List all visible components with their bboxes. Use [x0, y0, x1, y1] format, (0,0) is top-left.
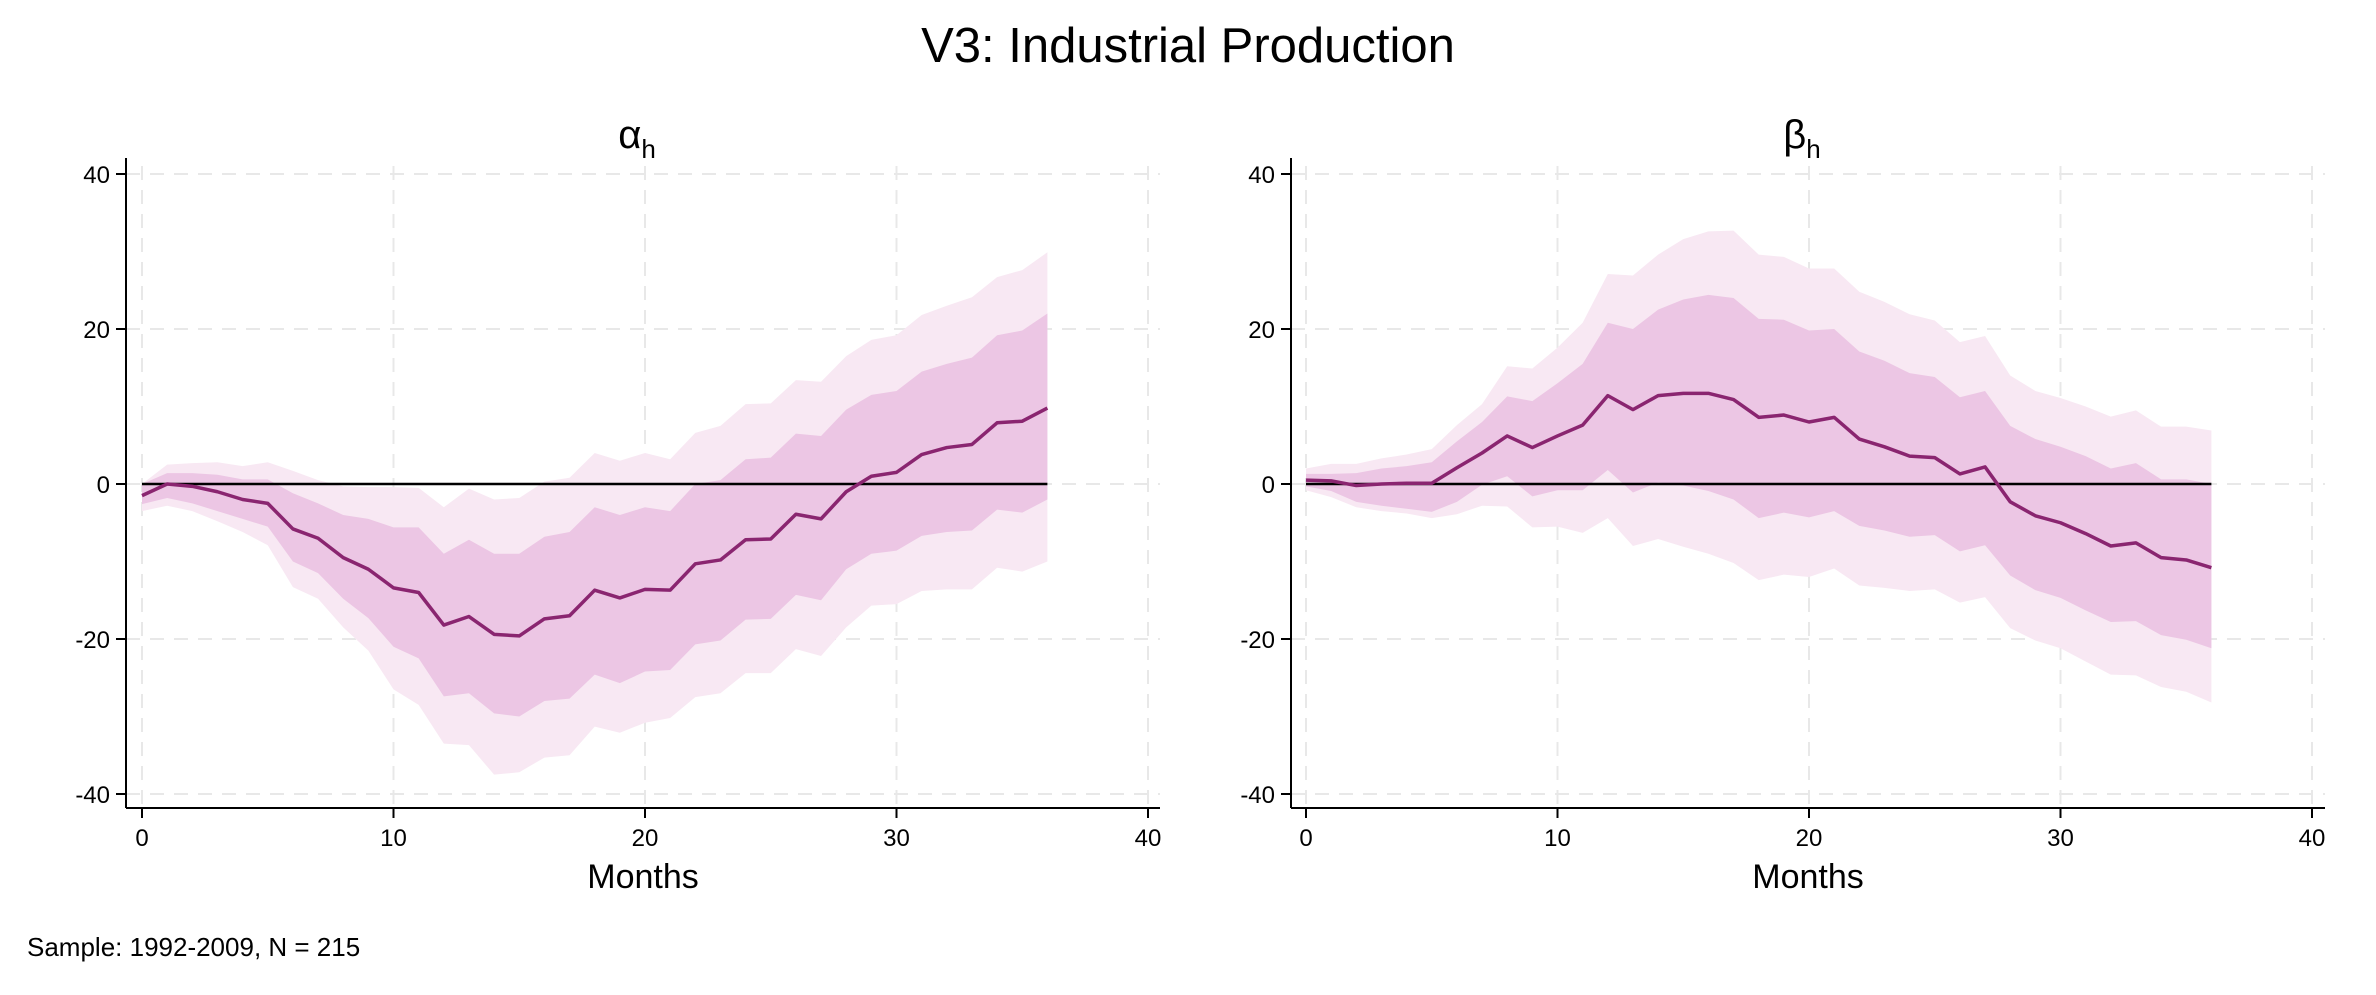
x-tick-label: 40: [1135, 825, 1162, 852]
panel-alpha: 0 10 20 30 40 -40 -20 0 20 40 Months αh: [75, 113, 1161, 896]
x-tick-label: 20: [632, 825, 659, 852]
confidence-band-inner: [1306, 295, 2211, 648]
figure-title: V3: Industrial Production: [921, 19, 1455, 73]
panel-title-subscript: h: [641, 134, 655, 164]
y-tick-label: -20: [1240, 627, 1275, 654]
x-tick-label: 10: [380, 825, 407, 852]
panel-beta: 0 10 20 30 40 -40 -20 0 20 40 Months βh: [1240, 113, 2325, 896]
x-tick-label: 0: [135, 825, 148, 852]
y-tick-label: -20: [75, 627, 110, 654]
y-tick-label: 0: [1262, 472, 1275, 499]
x-tick-label: 30: [2047, 825, 2074, 852]
panel-title-symbol: β: [1783, 113, 1806, 157]
x-tick-label: 40: [2299, 825, 2326, 852]
y-tick-label: 20: [1248, 317, 1275, 344]
x-axis-label: Months: [587, 858, 699, 896]
x-tick-label: 20: [1796, 825, 1823, 852]
footnote: Sample: 1992-2009, N = 215: [27, 932, 360, 962]
panel-title: βh: [1783, 113, 1820, 164]
panel-title-symbol: α: [618, 113, 641, 157]
y-tick-label: -40: [75, 782, 110, 809]
y-tick-label: -40: [1240, 782, 1275, 809]
y-tick-label: 40: [1248, 162, 1275, 189]
y-tick-label: 0: [97, 472, 110, 499]
panel-title-subscript: h: [1806, 134, 1820, 164]
x-axis-label: Months: [1752, 858, 1864, 896]
y-tick-label: 40: [83, 162, 110, 189]
panel-title: αh: [618, 113, 656, 164]
x-tick-label: 10: [1544, 825, 1571, 852]
x-tick-label: 0: [1299, 825, 1312, 852]
x-tick-label: 30: [883, 825, 910, 852]
y-tick-label: 20: [83, 317, 110, 344]
